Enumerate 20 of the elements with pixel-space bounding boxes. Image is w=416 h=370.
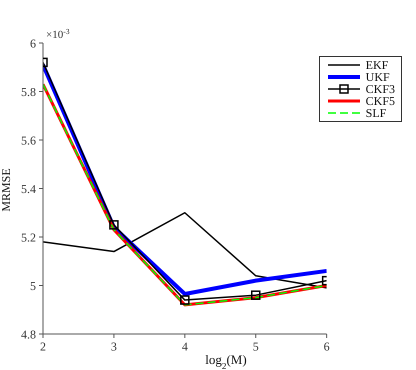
y-tick-label: 4.8: [21, 327, 36, 342]
y-tick-label: 5.4: [21, 182, 36, 196]
y-tick-label: 5.6: [21, 133, 36, 148]
x-tick-label: 3: [110, 340, 117, 354]
legend-label: SLF: [366, 106, 386, 120]
y-tick-label: 5: [30, 278, 36, 293]
y-tick-label: 5.2: [21, 230, 36, 244]
x-tick-label: 4: [182, 340, 188, 354]
legend-label: EKF: [366, 58, 388, 72]
y-tick-label: 5.8: [21, 84, 36, 99]
x-tick-label: 2: [40, 340, 46, 354]
x-axis-title: log$_{2}$(M): [205, 352, 247, 370]
legend-label: CKF5: [366, 94, 395, 108]
x-tick-label: 5: [252, 340, 259, 354]
text: ×10$^{-3}$: [46, 26, 70, 41]
x-tick-label: 6: [324, 340, 330, 354]
y-axis-title: MRMSE: [0, 168, 13, 212]
y-tick-label: 6: [30, 36, 36, 50]
legend-label: UKF: [366, 70, 390, 84]
legend-label: CKF3: [366, 82, 395, 96]
